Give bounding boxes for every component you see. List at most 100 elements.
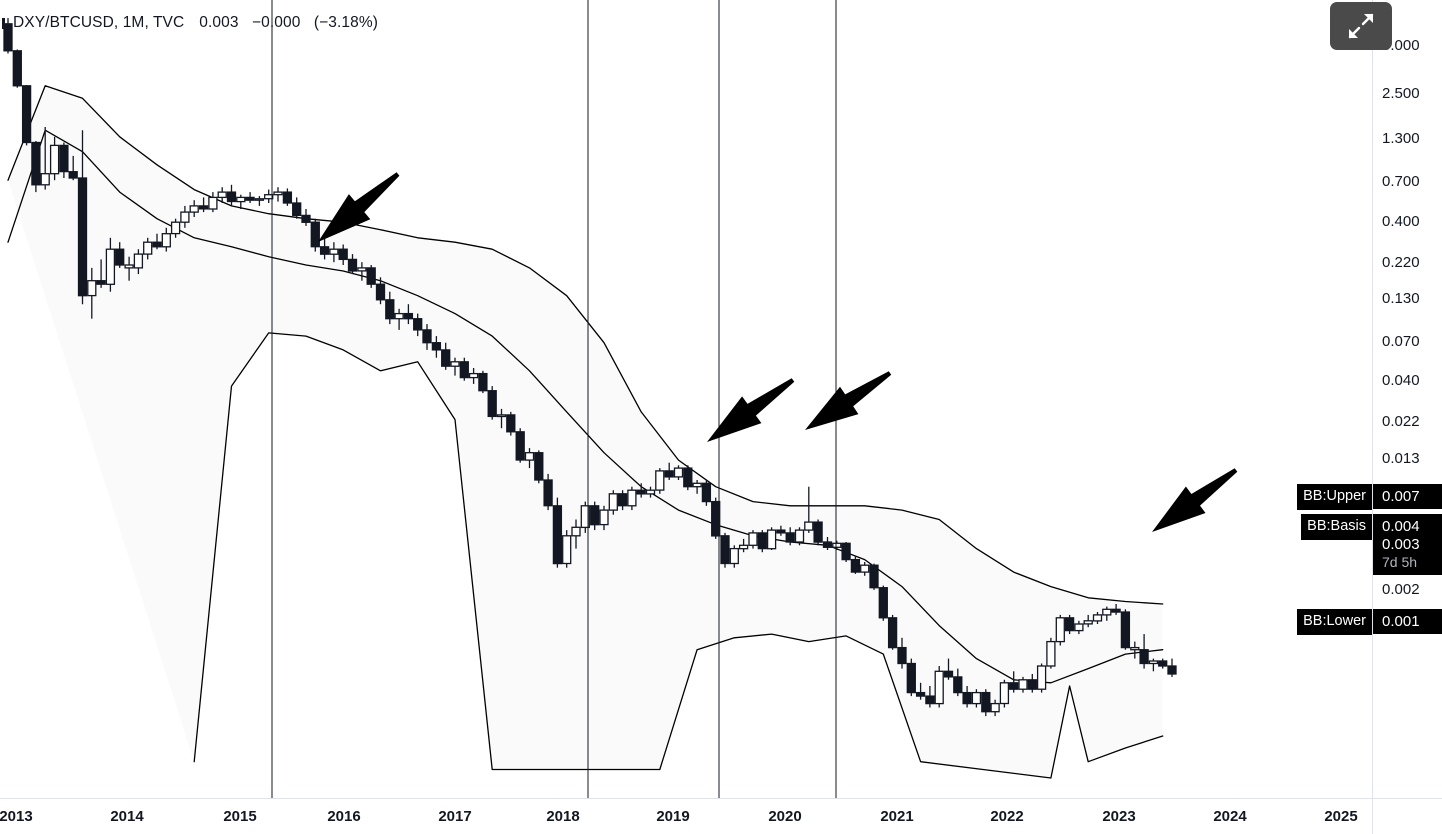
candlestick[interactable] [217, 187, 227, 203]
candlestick[interactable] [496, 408, 507, 429]
candlestick[interactable] [1111, 604, 1121, 615]
candlestick[interactable] [515, 428, 525, 463]
candlestick[interactable] [385, 291, 395, 325]
candlestick[interactable] [934, 666, 944, 708]
candlestick[interactable] [869, 563, 879, 590]
candlestick[interactable] [636, 483, 646, 498]
candlestick[interactable] [124, 256, 134, 281]
arrow-2019-band-touch[interactable] [707, 378, 795, 442]
candlestick[interactable] [245, 192, 255, 203]
candlestick[interactable] [804, 486, 814, 533]
candlestick[interactable] [319, 237, 330, 260]
candlestick[interactable] [21, 85, 32, 146]
candlestick[interactable] [617, 490, 628, 511]
candlestick[interactable] [403, 304, 414, 325]
annotation-arrows[interactable] [318, 172, 1238, 532]
candlestick[interactable] [413, 313, 423, 337]
candlestick[interactable] [1055, 614, 1065, 646]
candlestick[interactable] [943, 658, 954, 680]
candlestick[interactable] [645, 486, 656, 498]
chart-canvas[interactable] [0, 0, 1372, 798]
candlestick[interactable] [748, 530, 758, 549]
candlestick[interactable] [273, 187, 283, 202]
candlestick[interactable] [971, 689, 982, 708]
candlestick[interactable] [925, 686, 935, 708]
candlestick[interactable] [31, 141, 41, 193]
candlestick[interactable] [897, 637, 907, 669]
candlestick[interactable] [357, 262, 367, 281]
candlestick[interactable] [59, 142, 69, 179]
candlestick[interactable] [785, 527, 795, 546]
candlestick[interactable] [1083, 614, 1093, 628]
candlestick[interactable] [1120, 609, 1131, 650]
candlestick[interactable] [161, 227, 171, 252]
candlestick[interactable] [999, 679, 1010, 708]
bb-lower-price-badge[interactable]: 0.001 [1373, 609, 1442, 634]
candlestick[interactable] [887, 614, 898, 650]
chart-plot-area[interactable] [0, 0, 1372, 798]
candlestick[interactable] [766, 527, 777, 550]
candlestick[interactable] [534, 450, 544, 484]
candlestick[interactable] [441, 342, 451, 370]
candlestick[interactable] [198, 197, 209, 213]
candlestick[interactable] [96, 259, 106, 288]
bb-basis-indicator-tag[interactable]: BB:Basis [1301, 514, 1372, 540]
arrow-2023-current[interactable] [1152, 468, 1238, 532]
candlestick[interactable] [1139, 634, 1149, 669]
candlestick[interactable] [68, 155, 78, 181]
bb-lower-indicator-tag[interactable]: BB:Lower [1297, 609, 1372, 635]
candlestick[interactable] [915, 682, 926, 700]
candlestick[interactable] [459, 357, 469, 381]
candlestick[interactable] [226, 184, 237, 206]
candlestick[interactable] [552, 497, 563, 568]
candlestick[interactable] [738, 538, 749, 553]
fullscreen-expand-button[interactable] [1330, 2, 1392, 50]
candlestick[interactable] [962, 686, 972, 708]
candlestick[interactable] [1064, 614, 1075, 635]
candlestick[interactable] [1009, 671, 1019, 693]
candlestick[interactable] [990, 699, 1000, 717]
candlestick[interactable] [599, 505, 609, 531]
candlestick[interactable] [860, 562, 870, 576]
candlestick[interactable] [1102, 606, 1112, 621]
candlestick[interactable] [310, 218, 320, 252]
candlestick[interactable] [1018, 676, 1028, 693]
candlestick[interactable] [236, 194, 246, 209]
candlestick[interactable] [813, 519, 823, 546]
time-axis[interactable]: 2013 2014 2015 2016 2017 2018 2019 2020 2021 2022… [0, 798, 1442, 834]
candlestick[interactable] [3, 18, 13, 54]
candlestick[interactable] [664, 462, 674, 480]
candlestick[interactable] [347, 254, 358, 275]
bb-upper-price-badge[interactable]: 0.007 [1373, 484, 1442, 509]
candlestick[interactable] [87, 267, 97, 319]
candlestick[interactable] [655, 468, 665, 494]
candlestick[interactable] [832, 540, 842, 550]
candlestick[interactable] [878, 585, 888, 621]
candlestick[interactable] [12, 49, 22, 88]
candlestick[interactable] [152, 233, 162, 250]
candlestick[interactable] [673, 465, 684, 480]
candlestick[interactable] [757, 530, 767, 553]
candlestick[interactable] [506, 411, 516, 436]
candlestick[interactable] [1167, 658, 1177, 677]
candlestick[interactable] [543, 473, 553, 511]
candlestick[interactable] [292, 197, 302, 219]
candlestick[interactable] [264, 189, 274, 203]
arrow-2016-top[interactable] [318, 172, 400, 242]
candlestick[interactable] [850, 555, 861, 574]
candlestick[interactable] [329, 242, 339, 263]
candlestick[interactable] [776, 525, 786, 536]
candlestick[interactable] [1148, 658, 1159, 672]
candlestick[interactable] [1046, 637, 1056, 669]
candlestick[interactable] [170, 218, 181, 238]
candlestick[interactable] [841, 542, 851, 562]
candlestick[interactable] [953, 668, 963, 697]
candlestick[interactable] [143, 237, 153, 260]
candlestick[interactable] [49, 136, 60, 181]
candlestick[interactable] [822, 537, 833, 550]
candlestick[interactable] [571, 519, 581, 549]
candlestick[interactable] [794, 527, 805, 546]
candlestick[interactable] [1036, 663, 1047, 693]
candlestick[interactable] [524, 448, 535, 469]
candlestick[interactable] [301, 209, 311, 226]
